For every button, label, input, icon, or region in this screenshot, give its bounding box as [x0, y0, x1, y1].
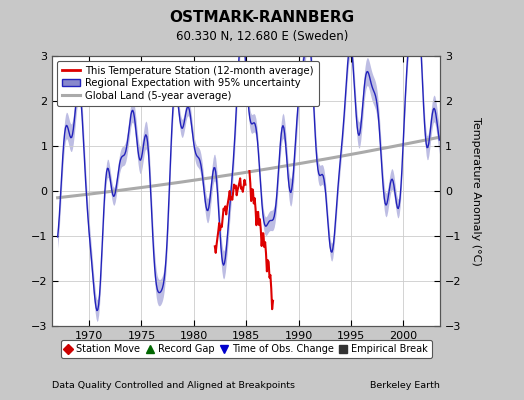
Text: Data Quality Controlled and Aligned at Breakpoints: Data Quality Controlled and Aligned at B… — [52, 381, 296, 390]
Text: Berkeley Earth: Berkeley Earth — [370, 381, 440, 390]
Legend: Station Move, Record Gap, Time of Obs. Change, Empirical Break: Station Move, Record Gap, Time of Obs. C… — [61, 340, 432, 358]
Text: OSTMARK-RANNBERG: OSTMARK-RANNBERG — [169, 10, 355, 25]
Y-axis label: Temperature Anomaly (°C): Temperature Anomaly (°C) — [471, 117, 481, 265]
Legend: This Temperature Station (12-month average), Regional Expectation with 95% uncer: This Temperature Station (12-month avera… — [58, 61, 319, 106]
Text: 60.330 N, 12.680 E (Sweden): 60.330 N, 12.680 E (Sweden) — [176, 30, 348, 43]
